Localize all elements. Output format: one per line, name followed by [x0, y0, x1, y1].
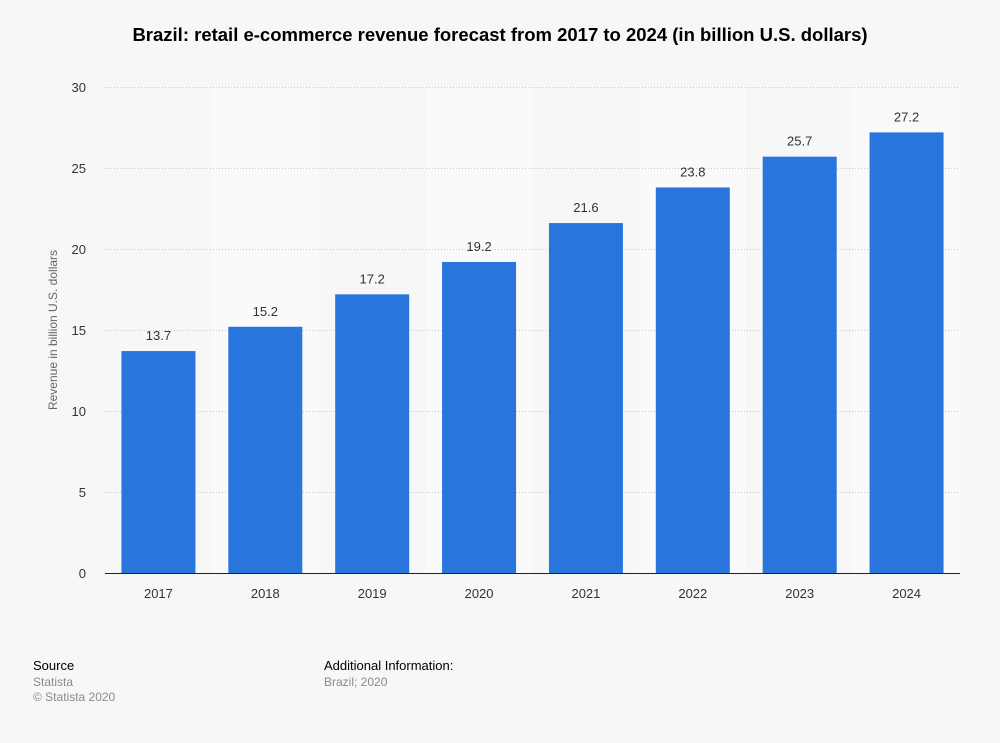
y-axis-label: Revenue in billion U.S. dollars: [46, 250, 60, 410]
chart-title: Brazil: retail e-commerce revenue foreca…: [132, 24, 868, 45]
x-tick-label: 2020: [465, 586, 494, 601]
x-tick-label: 2023: [785, 586, 814, 601]
bar-2023: [762, 156, 837, 573]
bar-2020: [442, 261, 517, 573]
data-label: 13.7: [146, 328, 171, 343]
y-tick-label: 30: [72, 80, 86, 95]
bar-2022: [655, 187, 730, 573]
bar-2021: [548, 223, 623, 573]
y-tick-label: 10: [72, 404, 86, 419]
x-tick-label: 2024: [892, 586, 921, 601]
bar-chart: 13.7 15.2 17.2 19.2 21.6 23.8 25.7 27.2 0 5 10 15 2…: [46, 80, 960, 601]
data-label: 27.2: [894, 109, 919, 124]
data-label: 25.7: [787, 134, 812, 149]
x-tick-label: 2017: [144, 586, 173, 601]
x-tick-label: 2022: [678, 586, 707, 601]
x-tick-label: 2021: [571, 586, 600, 601]
data-label: 17.2: [360, 271, 385, 286]
y-tick-label: 25: [72, 161, 86, 176]
bar-2018: [228, 326, 303, 573]
y-tick-label: 15: [72, 323, 86, 338]
copyright: © Statista 2020: [33, 690, 116, 704]
data-label: 19.2: [466, 239, 491, 254]
bar-2017: [121, 351, 196, 573]
y-tick-label: 5: [79, 485, 86, 500]
y-tick-label: 0: [79, 566, 86, 581]
additional-info-text: Brazil; 2020: [324, 675, 388, 689]
source-name[interactable]: Statista: [33, 675, 74, 689]
source-heading: Source: [33, 658, 75, 673]
data-label: 21.6: [573, 200, 598, 215]
y-tick-label: 20: [72, 242, 86, 257]
data-label: 15.2: [253, 304, 278, 319]
bar-2024: [869, 132, 944, 574]
x-tick-label: 2018: [251, 586, 280, 601]
x-tick-label: 2019: [358, 586, 387, 601]
additional-info-heading[interactable]: Additional Information:: [324, 658, 454, 673]
bar-2019: [335, 294, 410, 573]
data-label: 23.8: [680, 164, 705, 179]
